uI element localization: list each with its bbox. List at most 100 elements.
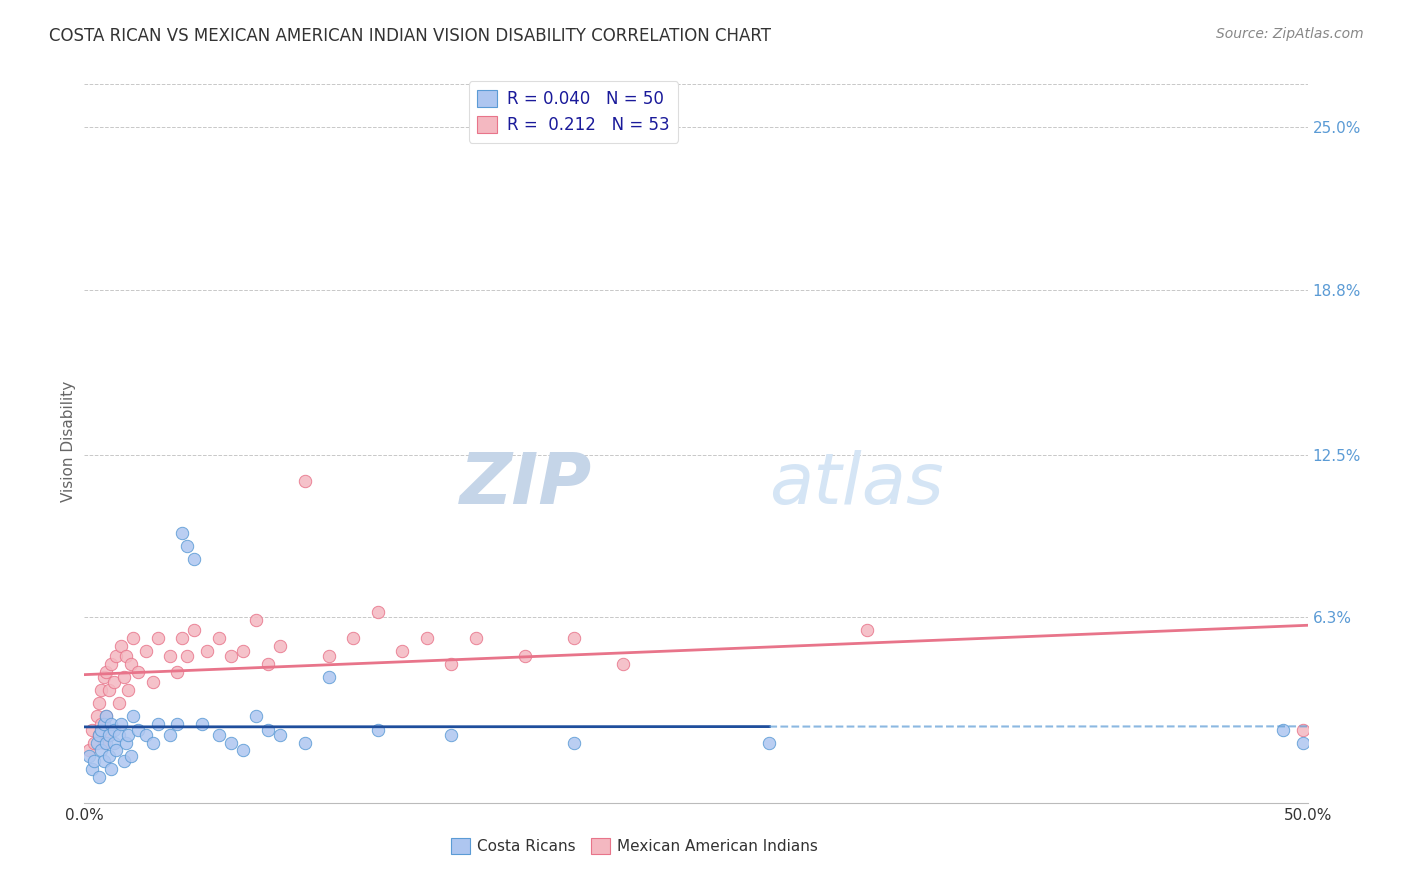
Point (115, 649, 138, 664)
Point (93, 754, 115, 768)
Point (93, 735, 115, 749)
Point (269, 728, 291, 742)
Point (612, 657, 634, 671)
Point (127, 665, 149, 679)
Point (183, 623, 205, 637)
Point (245, 709, 267, 723)
Point (257, 657, 280, 671)
Point (159, 649, 181, 664)
Point (112, 754, 135, 768)
Text: Source: ZipAtlas.com: Source: ZipAtlas.com (1216, 27, 1364, 41)
Point (93, 717, 115, 731)
Point (110, 639, 132, 653)
Point (90, 743, 112, 757)
Point (115, 735, 138, 749)
Text: ZIP: ZIP (460, 450, 592, 519)
Point (191, 717, 214, 731)
Point (120, 748, 142, 763)
Point (318, 649, 340, 664)
Point (93, 670, 115, 684)
Point (97, 728, 120, 742)
Point (440, 657, 463, 671)
Point (100, 657, 122, 671)
Point (166, 717, 188, 731)
Point (146, 631, 169, 645)
Point (195, 644, 218, 658)
Point (90, 683, 112, 698)
Point (105, 743, 128, 757)
Point (135, 728, 157, 742)
Point (107, 696, 129, 710)
Point (87, 728, 110, 742)
Point (391, 644, 413, 658)
Point (367, 605, 389, 619)
Point (110, 717, 132, 731)
Point (135, 644, 157, 658)
Point (87, 770, 110, 784)
Point (269, 639, 291, 653)
Point (86, 735, 108, 749)
Point (100, 717, 122, 731)
Text: COSTA RICAN VS MEXICAN AMERICAN INDIAN VISION DISABILITY CORRELATION CHART: COSTA RICAN VS MEXICAN AMERICAN INDIAN V… (49, 27, 772, 45)
Point (1292, 735, 1315, 749)
Point (318, 670, 340, 684)
Point (176, 649, 198, 664)
Point (142, 735, 165, 749)
Point (245, 613, 267, 627)
Point (416, 631, 439, 645)
Point (146, 717, 169, 731)
Point (117, 728, 139, 742)
Point (77, 748, 100, 763)
Point (367, 723, 389, 737)
Point (183, 552, 205, 566)
Point (103, 723, 125, 737)
Point (232, 743, 254, 757)
Point (97, 748, 120, 763)
Point (97, 728, 120, 742)
Legend: Costa Ricans, Mexican American Indians: Costa Ricans, Mexican American Indians (446, 832, 824, 860)
Point (208, 728, 231, 742)
Point (127, 723, 149, 737)
Point (86, 709, 108, 723)
Point (1292, 723, 1315, 737)
Point (96, 735, 118, 749)
Point (1272, 723, 1295, 737)
Point (103, 735, 125, 749)
Point (96, 709, 118, 723)
Point (232, 644, 254, 658)
Point (294, 735, 316, 749)
Point (96, 709, 118, 723)
Point (142, 675, 165, 690)
Point (122, 631, 145, 645)
Point (77, 743, 100, 757)
Point (562, 631, 585, 645)
Point (90, 717, 112, 731)
Point (107, 728, 129, 742)
Point (856, 623, 879, 637)
Point (219, 735, 242, 749)
Point (172, 526, 194, 541)
Point (100, 762, 122, 776)
Point (176, 539, 198, 553)
Point (83, 735, 105, 749)
Point (342, 631, 364, 645)
Point (80, 723, 103, 737)
Point (257, 723, 280, 737)
Point (105, 649, 128, 664)
Point (294, 474, 316, 488)
Point (112, 670, 135, 684)
Point (562, 735, 585, 749)
Point (208, 631, 231, 645)
Point (219, 649, 242, 664)
Point (172, 631, 194, 645)
Point (87, 696, 110, 710)
Point (103, 675, 125, 690)
Point (96, 665, 118, 679)
Point (97, 683, 120, 698)
Point (159, 728, 181, 742)
Point (90, 723, 112, 737)
Point (122, 709, 145, 723)
Point (117, 683, 139, 698)
Point (83, 754, 105, 768)
Point (758, 735, 780, 749)
